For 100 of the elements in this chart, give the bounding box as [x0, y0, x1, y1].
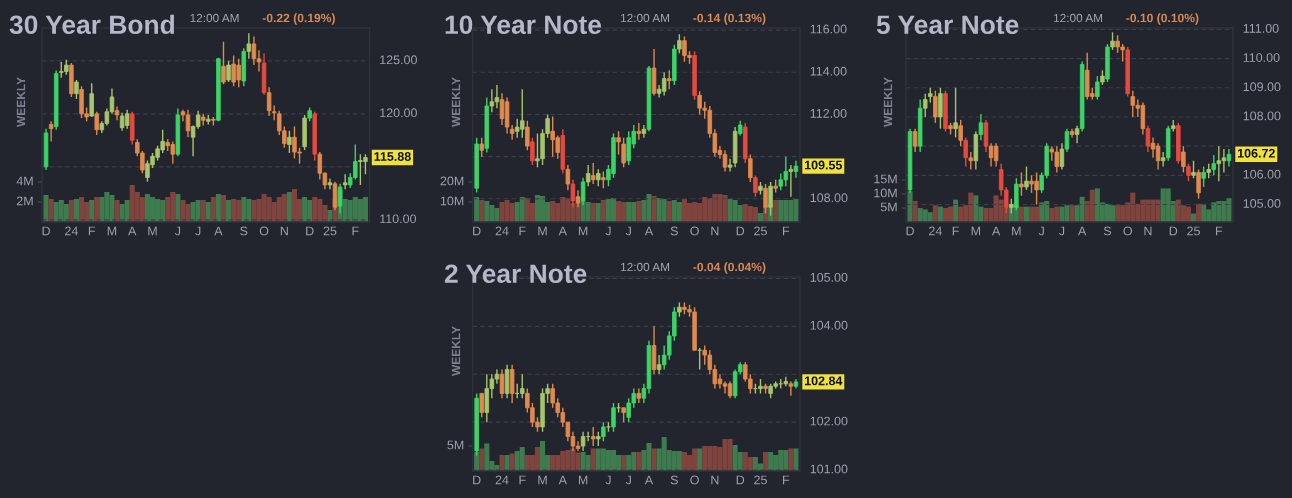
- annotation: 102.84: [804, 376, 843, 386]
- chart-subtitle: 12:00 AM: [190, 13, 239, 23]
- x-tick-label: J: [1038, 226, 1044, 236]
- y-tick-label: 105.00: [1243, 199, 1281, 208]
- x-tick-label: J: [1058, 226, 1065, 236]
- chart-subtitle: 12:00 AM: [621, 262, 670, 272]
- x-tick-label: F: [519, 226, 526, 236]
- x-tick-label: J: [195, 226, 201, 236]
- x-tick-label: D: [42, 226, 50, 236]
- y-tick-label: 105.00: [810, 272, 848, 282]
- x-tick-label: A: [1078, 226, 1087, 236]
- x-tick-label: O: [259, 226, 269, 236]
- chart-subtitle: 12:00 AM: [621, 13, 670, 23]
- x-tick-label: F: [783, 475, 790, 485]
- y-tick-label: 116.00: [810, 24, 847, 34]
- chart-title: 2 Year Note: [444, 264, 587, 284]
- x-tick-label: J: [174, 226, 181, 236]
- x-tick-label: F: [88, 226, 95, 236]
- x-tick-label: N: [280, 226, 288, 236]
- x-tick-label: A: [558, 475, 567, 485]
- chart-title: 10 Year Note: [445, 15, 602, 35]
- x-tick-label: D: [736, 226, 745, 236]
- y-tick-label: 125.00: [380, 55, 417, 65]
- x-tick-label: 25: [754, 226, 767, 236]
- x-tick-label: S: [670, 226, 678, 236]
- text: -0.14 (0.13%): [693, 13, 766, 25]
- y2-tick-label: 5M: [447, 440, 464, 450]
- y-tick-label: 120.00: [380, 108, 417, 118]
- y2-axis-title: WEEKLY: [451, 326, 461, 376]
- x-tick-label: J: [605, 226, 611, 236]
- y2-axis-title: WEEKLY: [16, 77, 26, 127]
- annotation: 115.88: [374, 152, 411, 161]
- x-tick-label: M: [538, 226, 547, 236]
- x-tick-label: D: [906, 226, 914, 236]
- x-tick-label: N: [711, 226, 719, 236]
- x-tick-label: 25: [1187, 226, 1200, 236]
- y2-tick-label: 20M: [440, 176, 464, 186]
- x-tick-label: A: [644, 475, 654, 485]
- x-tick-label: J: [625, 475, 631, 485]
- text: -0.04 (0.04%): [693, 262, 766, 274]
- y-tick-label: 110.00: [1243, 53, 1280, 62]
- y2-tick-label: 2M: [16, 196, 33, 206]
- x-tick-label: F: [783, 226, 790, 236]
- chart-subtitle: 12:00 AM: [1054, 13, 1103, 23]
- y2-tick-label: 15M: [874, 174, 897, 184]
- x-tick-label: D: [736, 475, 745, 485]
- x-tick-label: S: [240, 226, 248, 236]
- x-tick-label: F: [952, 226, 959, 236]
- x-tick-label: F: [519, 475, 526, 485]
- y-tick-label: 104.00: [810, 320, 848, 330]
- x-tick-label: F: [1216, 226, 1223, 236]
- x-tick-label: A: [128, 226, 137, 236]
- x-tick-label: D: [473, 475, 481, 485]
- chart-title: 30 Year Bond: [9, 14, 174, 35]
- x-tick-label: 24: [65, 226, 78, 236]
- annotation: 106.72: [1237, 148, 1275, 158]
- x-tick-label: 24: [495, 475, 509, 485]
- annotation: 109.55: [804, 160, 843, 170]
- x-tick-label: S: [1103, 226, 1112, 236]
- text: -0.10 (0.10%): [1126, 13, 1199, 25]
- x-tick-label: M: [578, 226, 588, 236]
- x-tick-label: M: [538, 475, 547, 485]
- x-tick-label: N: [1144, 226, 1152, 236]
- x-tick-label: 25: [323, 226, 337, 236]
- x-tick-label: A: [214, 226, 223, 236]
- y-tick-label: 108.00: [810, 193, 848, 203]
- y-tick-label: 114.00: [810, 66, 847, 76]
- x-tick-label: O: [690, 226, 699, 236]
- x-tick-label: M: [971, 226, 981, 236]
- y2-tick-label: 4M: [16, 176, 33, 186]
- x-tick-label: 25: [754, 475, 767, 485]
- x-tick-label: A: [644, 226, 654, 236]
- y2-axis-title: WEEKLY: [883, 77, 893, 127]
- y-tick-label: 109.00: [1243, 82, 1281, 92]
- y-tick-label: 101.00: [810, 464, 848, 474]
- x-tick-label: D: [473, 226, 481, 236]
- y2-tick-label: 10M: [874, 188, 897, 198]
- x-tick-label: J: [625, 226, 631, 236]
- x-tick-label: D: [306, 226, 314, 236]
- y-tick-label: 102.00: [810, 416, 848, 426]
- x-tick-label: S: [670, 475, 678, 485]
- x-tick-label: M: [107, 226, 117, 236]
- y-tick-label: 106.00: [1243, 169, 1281, 179]
- x-tick-label: F: [352, 226, 359, 236]
- x-tick-label: A: [558, 226, 567, 236]
- y-tick-label: 108.00: [1243, 111, 1281, 121]
- y2-tick-label: 5M: [880, 202, 897, 212]
- y2-tick-label: 10M: [440, 196, 464, 206]
- text: -0.22 (0.19%): [262, 13, 335, 25]
- chart-title: 5 Year Note: [876, 15, 1019, 35]
- x-tick-label: M: [148, 226, 157, 236]
- x-tick-label: A: [991, 226, 1001, 236]
- x-tick-label: N: [711, 475, 719, 485]
- x-tick-label: O: [690, 475, 699, 485]
- y-tick-label: 111.00: [1243, 23, 1279, 33]
- y-tick-label: 112.00: [810, 108, 847, 118]
- x-tick-label: D: [1169, 226, 1178, 236]
- x-tick-label: O: [1123, 226, 1132, 236]
- x-tick-label: M: [578, 475, 588, 485]
- x-tick-label: M: [1012, 226, 1021, 236]
